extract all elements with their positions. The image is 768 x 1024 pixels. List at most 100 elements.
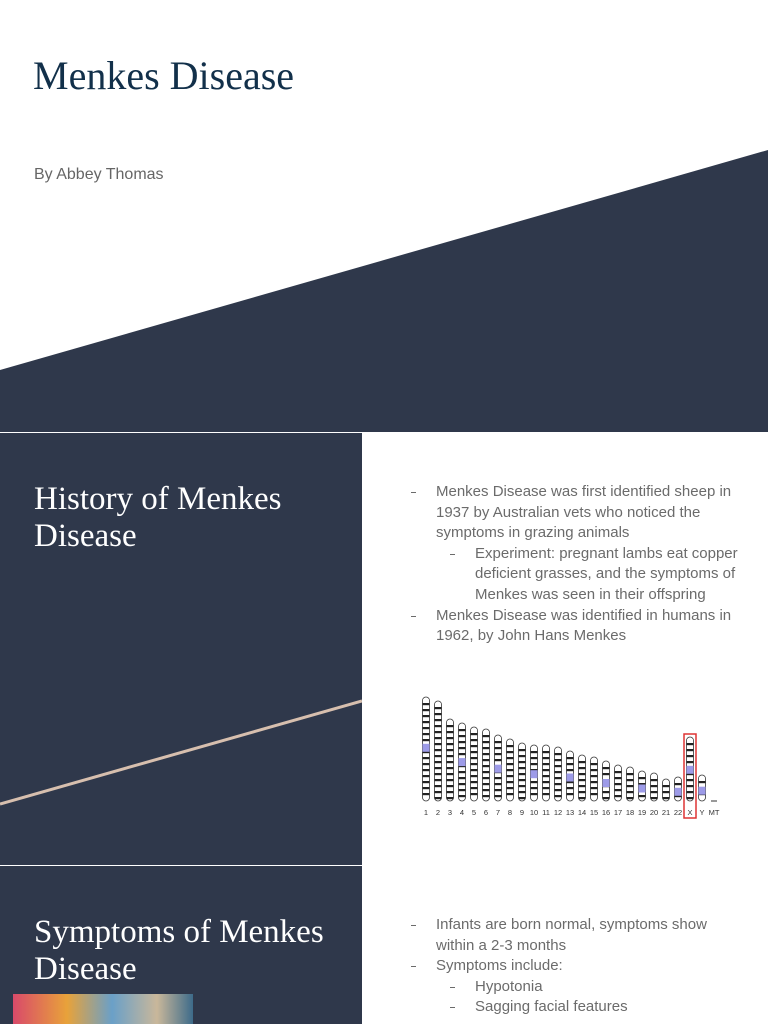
x-box — [683, 733, 697, 819]
band — [686, 791, 694, 794]
band — [422, 709, 430, 712]
band — [554, 777, 562, 780]
band — [506, 793, 514, 796]
band — [554, 771, 562, 774]
highlight — [698, 786, 706, 795]
band — [422, 721, 430, 724]
band — [434, 767, 442, 770]
band — [482, 783, 490, 786]
bullet-text: Menkes Disease was identified in humans … — [436, 606, 732, 645]
band — [434, 785, 442, 788]
band — [482, 735, 490, 738]
band — [446, 779, 454, 782]
band — [602, 767, 610, 770]
band — [446, 755, 454, 758]
band — [434, 749, 442, 752]
band — [626, 779, 634, 782]
band — [470, 739, 478, 742]
band — [506, 751, 514, 754]
title: Menkes Disease — [33, 53, 295, 98]
highlight — [422, 743, 430, 752]
band — [422, 763, 430, 766]
highlight — [566, 773, 574, 782]
bullet: Menkes Disease was identified in humans … — [409, 606, 739, 647]
band — [422, 733, 430, 736]
chromosome-label: 11 — [542, 808, 550, 817]
band — [650, 797, 658, 800]
band — [554, 753, 562, 756]
band — [662, 791, 670, 794]
band — [494, 759, 502, 762]
chromosome-label: 10 — [530, 808, 538, 817]
band — [470, 781, 478, 784]
band — [578, 797, 586, 800]
band — [626, 797, 634, 800]
band — [554, 795, 562, 798]
bullet: Infants are born normal, symptoms show w… — [409, 915, 739, 956]
band — [542, 787, 550, 790]
karyogram: 1 2 3 4 5 6 7 8 9 10 11 12 13 14 15 16 17 18 19 20 21 22 X Y MT — [422, 696, 720, 819]
band — [494, 747, 502, 750]
band — [434, 707, 442, 710]
band — [422, 715, 430, 718]
band — [422, 793, 430, 796]
band — [518, 791, 526, 794]
band — [542, 769, 550, 772]
bullet: Menkes Disease was first identified shee… — [409, 482, 739, 606]
band — [458, 729, 466, 732]
chromosome-label: 14 — [578, 808, 586, 817]
band — [506, 745, 514, 748]
chromosome-label: 2 — [436, 808, 440, 817]
band — [542, 751, 550, 754]
bullet-text: Infants are born normal, symptoms show w… — [436, 916, 707, 954]
sub-list: Experiment: pregnant lambs eat copper de… — [436, 544, 739, 606]
band — [422, 787, 430, 790]
band — [626, 785, 634, 788]
chromosome-label: 13 — [566, 808, 574, 817]
band — [674, 783, 682, 786]
band — [518, 761, 526, 764]
band — [638, 783, 646, 786]
band — [422, 739, 430, 742]
band — [434, 761, 442, 764]
band — [698, 781, 706, 784]
band — [578, 779, 586, 782]
band — [518, 749, 526, 752]
band — [530, 763, 538, 766]
dash — [411, 925, 416, 926]
chromosome-label: 15 — [590, 808, 598, 817]
band — [422, 775, 430, 778]
band — [590, 781, 598, 784]
band — [434, 791, 442, 794]
band — [434, 743, 442, 746]
band — [566, 763, 574, 766]
band — [566, 787, 574, 790]
bullets: Infants are born normal, symptoms show w… — [409, 915, 739, 1018]
band — [602, 773, 610, 776]
sub-list: Hypotonia Sagging facial features — [436, 977, 739, 1018]
chromosome-label: 20 — [650, 808, 658, 817]
chromosome-label: MT — [709, 808, 720, 817]
band — [554, 789, 562, 792]
band — [530, 751, 538, 754]
band — [554, 783, 562, 786]
diagonal — [0, 150, 768, 432]
band — [590, 769, 598, 772]
band — [614, 771, 622, 774]
band — [482, 759, 490, 762]
dash — [411, 966, 416, 968]
band — [434, 773, 442, 776]
band — [662, 797, 670, 800]
band — [458, 771, 466, 774]
band — [446, 749, 454, 752]
chromosome-label: Y — [699, 808, 704, 817]
bullet-text: Hypotonia — [475, 977, 543, 995]
sub-bullet: Experiment: pregnant lambs eat copper de… — [448, 544, 739, 606]
band — [470, 745, 478, 748]
chromosome-label: 1 — [424, 808, 428, 817]
band — [458, 741, 466, 744]
band — [686, 773, 694, 776]
band — [554, 759, 562, 762]
band — [530, 781, 538, 784]
band — [530, 769, 538, 772]
